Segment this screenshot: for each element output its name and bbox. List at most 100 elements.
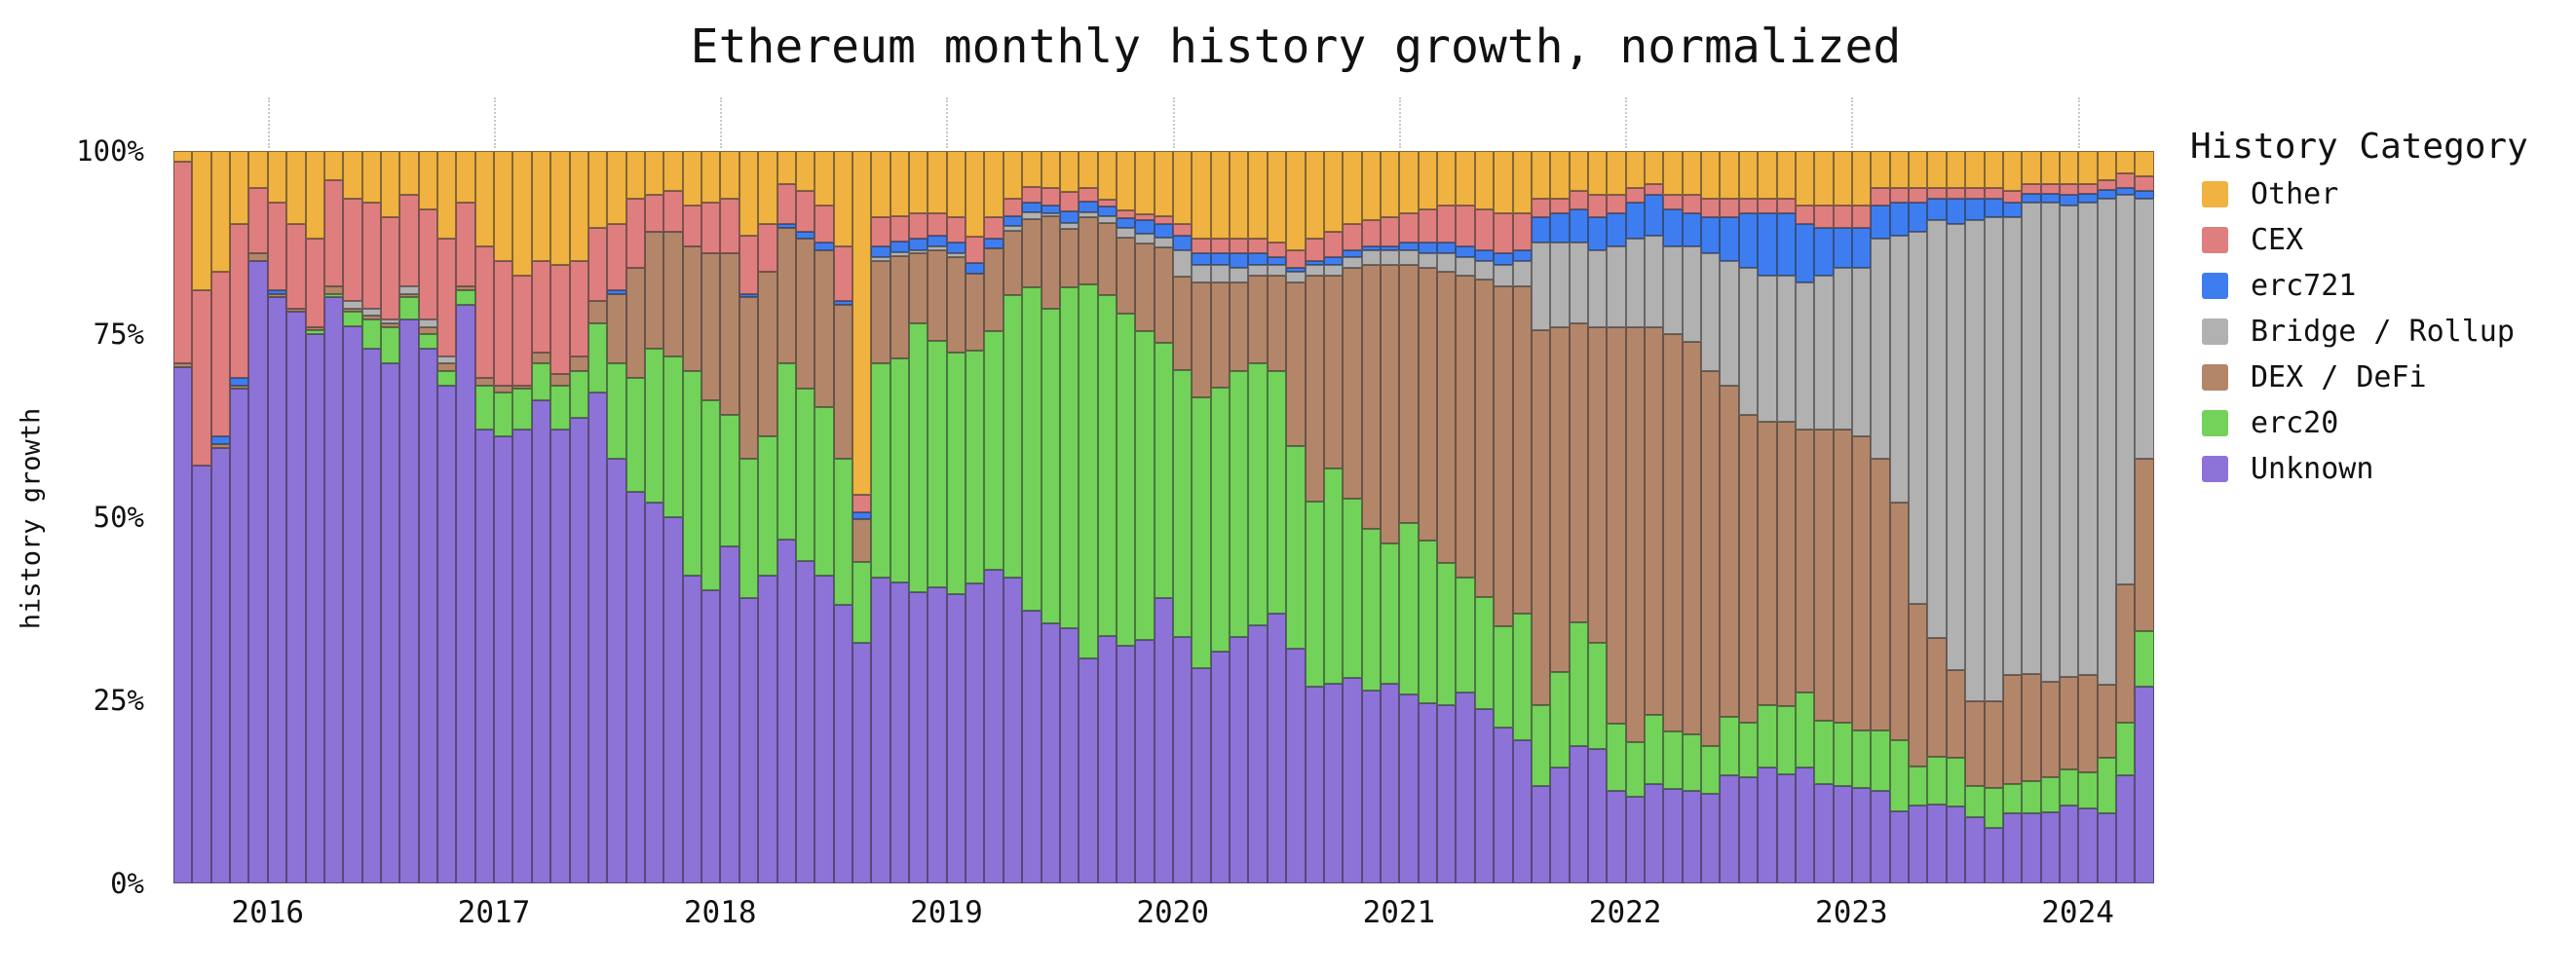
- bar-month-2020-04[interactable]: [1230, 151, 1249, 883]
- bar-month-2016-04[interactable]: [323, 151, 344, 883]
- bar-month-2018-11[interactable]: [909, 151, 928, 883]
- bar-month-2022-08[interactable]: [1758, 151, 1777, 883]
- plot-area[interactable]: [173, 151, 2154, 883]
- bar-month-2024-01[interactable]: [2078, 151, 2098, 883]
- bar-month-2023-06[interactable]: [1946, 151, 1966, 883]
- bar-month-2016-03[interactable]: [305, 151, 324, 883]
- bar-month-2017-10[interactable]: [663, 151, 683, 883]
- bar-month-2019-04[interactable]: [1003, 151, 1023, 883]
- bar-month-2016-01[interactable]: [267, 151, 287, 883]
- bar-month-2024-03[interactable]: [2116, 151, 2136, 883]
- bar-month-2023-02[interactable]: [1871, 151, 1890, 883]
- bar-month-2018-08[interactable]: [852, 151, 872, 883]
- bar-month-2022-05[interactable]: [1701, 151, 1721, 883]
- bar-month-2022-06[interactable]: [1720, 151, 1739, 883]
- bar-month-2019-09[interactable]: [1097, 151, 1117, 883]
- bar-month-2015-10[interactable]: [210, 151, 231, 883]
- bar-month-2015-08[interactable]: [173, 151, 193, 883]
- bar-month-2023-11[interactable]: [2040, 151, 2060, 883]
- bar-month-2017-08[interactable]: [625, 151, 645, 883]
- bar-month-2023-08[interactable]: [1984, 151, 2003, 883]
- bar-month-2016-11[interactable]: [456, 151, 475, 883]
- bar-month-2018-12[interactable]: [928, 151, 947, 883]
- bar-month-2017-05[interactable]: [569, 151, 588, 883]
- bar-month-2017-03[interactable]: [531, 151, 551, 883]
- bar-month-2023-07[interactable]: [1965, 151, 1985, 883]
- legend-item-bridge-rollup[interactable]: Bridge / Rollup: [2190, 309, 2570, 355]
- bar-month-2021-06[interactable]: [1494, 151, 1513, 883]
- bar-month-2016-08[interactable]: [399, 151, 419, 883]
- bar-month-2020-02[interactable]: [1192, 151, 1211, 883]
- bar-month-2016-09[interactable]: [418, 151, 438, 883]
- bar-month-2018-06[interactable]: [814, 151, 834, 883]
- bar-month-2021-11[interactable]: [1587, 151, 1608, 883]
- bar-month-2019-11[interactable]: [1135, 151, 1155, 883]
- bar-month-2022-02[interactable]: [1645, 151, 1664, 883]
- bar-month-2015-12[interactable]: [248, 151, 268, 883]
- bar-month-2022-04[interactable]: [1682, 151, 1702, 883]
- legend-item-dex-defi[interactable]: DEX / DeFi: [2190, 355, 2570, 400]
- bar-month-2020-06[interactable]: [1267, 151, 1287, 883]
- bar-month-2017-09[interactable]: [644, 151, 664, 883]
- bar-month-2020-10[interactable]: [1343, 151, 1362, 883]
- bar-month-2022-07[interactable]: [1738, 151, 1759, 883]
- bar-month-2018-07[interactable]: [833, 151, 852, 883]
- bar-month-2020-11[interactable]: [1361, 151, 1381, 883]
- bar-month-2016-06[interactable]: [361, 151, 381, 883]
- bar-month-2019-10[interactable]: [1116, 151, 1136, 883]
- bar-month-2016-12[interactable]: [474, 151, 495, 883]
- bar-month-2017-11[interactable]: [682, 151, 702, 883]
- bar-month-2018-10[interactable]: [890, 151, 910, 883]
- legend-item-unknown[interactable]: Unknown: [2190, 446, 2570, 492]
- bar-month-2022-03[interactable]: [1663, 151, 1683, 883]
- bar-month-2023-04[interactable]: [1909, 151, 1928, 883]
- bar-month-2021-04[interactable]: [1456, 151, 1475, 883]
- bar-month-2022-10[interactable]: [1795, 151, 1815, 883]
- legend-item-erc20[interactable]: erc20: [2190, 400, 2570, 446]
- bar-month-2024-04[interactable]: [2135, 151, 2154, 883]
- bar-month-2018-09[interactable]: [871, 151, 890, 883]
- bar-month-2024-02[interactable]: [2097, 151, 2117, 883]
- bar-month-2019-07[interactable]: [1059, 151, 1080, 883]
- bar-month-2023-05[interactable]: [1927, 151, 1947, 883]
- bar-month-2022-01[interactable]: [1625, 151, 1646, 883]
- bar-month-2020-05[interactable]: [1248, 151, 1268, 883]
- bar-month-2017-12[interactable]: [701, 151, 721, 883]
- bar-month-2021-02[interactable]: [1418, 151, 1438, 883]
- legend-item-cex[interactable]: CEX: [2190, 217, 2570, 263]
- bar-month-2021-03[interactable]: [1437, 151, 1457, 883]
- bar-month-2023-03[interactable]: [1889, 151, 1910, 883]
- bar-month-2020-01[interactable]: [1173, 151, 1193, 883]
- bar-month-2016-10[interactable]: [437, 151, 457, 883]
- bar-month-2017-02[interactable]: [512, 151, 532, 883]
- bar-month-2021-10[interactable]: [1569, 151, 1588, 883]
- bar-month-2020-12[interactable]: [1381, 151, 1400, 883]
- bar-month-2017-04[interactable]: [550, 151, 570, 883]
- bar-month-2019-02[interactable]: [966, 151, 985, 883]
- bar-month-2023-09[interactable]: [2002, 151, 2023, 883]
- bar-month-2020-08[interactable]: [1305, 151, 1324, 883]
- bar-month-2020-07[interactable]: [1286, 151, 1306, 883]
- bar-month-2019-06[interactable]: [1041, 151, 1060, 883]
- bar-month-2021-07[interactable]: [1512, 151, 1532, 883]
- bar-month-2020-03[interactable]: [1210, 151, 1231, 883]
- bar-month-2019-12[interactable]: [1154, 151, 1174, 883]
- bar-month-2019-05[interactable]: [1022, 151, 1042, 883]
- bar-month-2021-01[interactable]: [1399, 151, 1419, 883]
- bar-month-2018-01[interactable]: [720, 151, 739, 883]
- bar-month-2017-07[interactable]: [607, 151, 626, 883]
- bar-month-2019-03[interactable]: [984, 151, 1004, 883]
- bar-month-2016-05[interactable]: [343, 151, 362, 883]
- bar-month-2022-11[interactable]: [1814, 151, 1834, 883]
- bar-month-2023-12[interactable]: [2059, 151, 2079, 883]
- bar-month-2023-01[interactable]: [1851, 151, 1872, 883]
- bar-month-2019-01[interactable]: [946, 151, 966, 883]
- bar-month-2023-10[interactable]: [2022, 151, 2041, 883]
- bar-month-2019-08[interactable]: [1079, 151, 1098, 883]
- bar-month-2021-09[interactable]: [1550, 151, 1570, 883]
- bar-month-2016-02[interactable]: [286, 151, 306, 883]
- bar-month-2017-01[interactable]: [494, 151, 513, 883]
- bar-month-2015-11[interactable]: [230, 151, 249, 883]
- bar-month-2018-05[interactable]: [795, 151, 815, 883]
- bar-month-2021-08[interactable]: [1531, 151, 1551, 883]
